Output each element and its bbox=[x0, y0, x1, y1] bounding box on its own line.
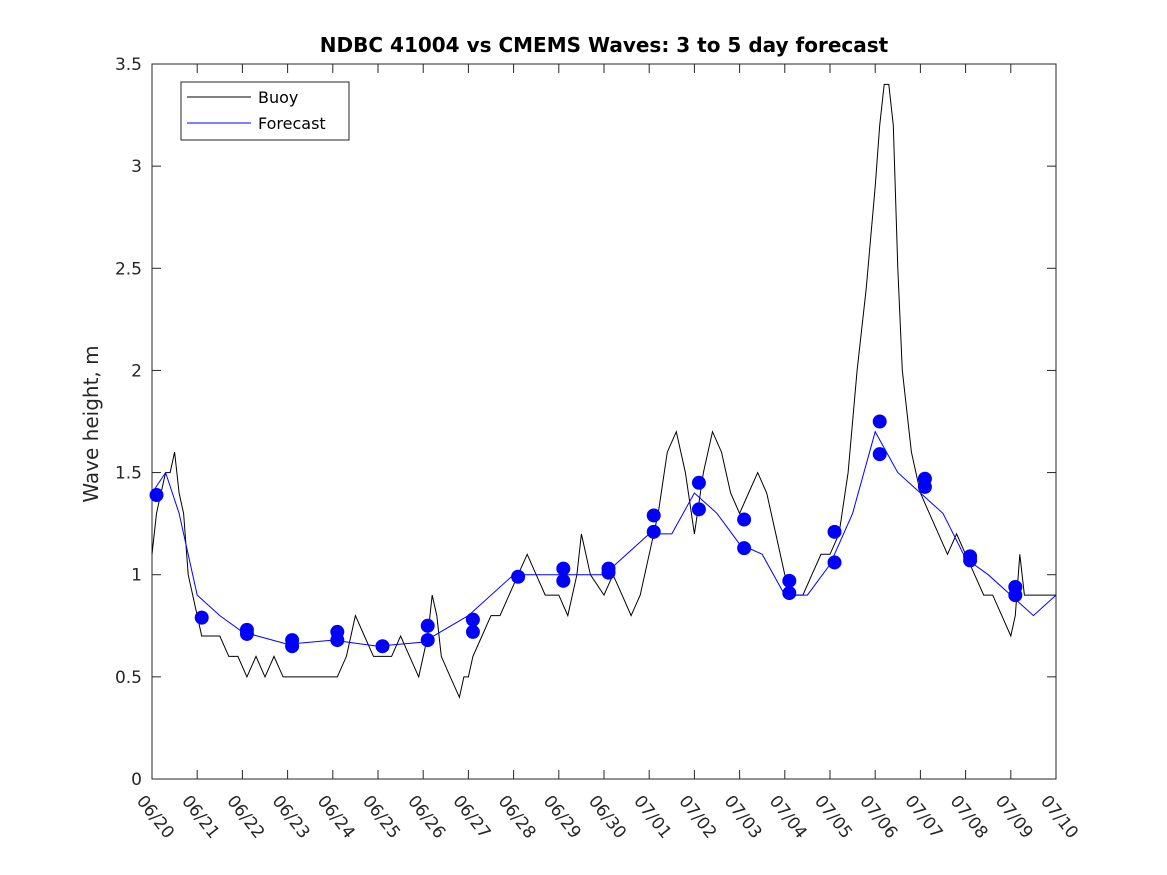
forecast-marker bbox=[691, 475, 706, 490]
forecast-marker bbox=[782, 586, 797, 601]
y-axis-title: Wave height, m bbox=[79, 345, 103, 502]
buoy-series bbox=[151, 83, 1056, 699]
y-tick-label: 1 bbox=[131, 566, 142, 586]
forecast-marker bbox=[465, 624, 480, 639]
y-tick-label: 0 bbox=[131, 770, 142, 790]
legend-buoy-label: Buoy bbox=[258, 88, 298, 107]
y-tick-label: 3.5 bbox=[115, 55, 142, 75]
forecast-marker bbox=[691, 502, 706, 517]
forecast-marker bbox=[285, 639, 300, 654]
forecast-marker bbox=[646, 508, 661, 523]
chart-title: NDBC 41004 vs CMEMS Waves: 3 to 5 day fo… bbox=[320, 33, 889, 57]
forecast-marker bbox=[330, 633, 345, 648]
forecast-marker bbox=[465, 612, 480, 627]
y-axis: 0 0.5 1 1.5 2 2.5 3 3.5 bbox=[115, 55, 1056, 790]
y-tick-label: 0.5 bbox=[115, 668, 142, 688]
forecast-marker bbox=[420, 633, 435, 648]
forecast-marker bbox=[782, 573, 797, 588]
forecast-marker bbox=[917, 479, 932, 494]
forecast-marker bbox=[737, 541, 752, 556]
forecast-marker bbox=[1008, 588, 1023, 603]
forecast-marker bbox=[646, 524, 661, 539]
forecast-marker bbox=[737, 512, 752, 527]
y-tick-label: 3 bbox=[131, 157, 142, 177]
forecast-line bbox=[151, 430, 1057, 647]
forecast-marker bbox=[963, 553, 978, 568]
forecast-marker bbox=[511, 569, 526, 584]
forecast-series bbox=[151, 430, 1057, 647]
forecast-marker bbox=[556, 561, 571, 576]
buoy-line bbox=[151, 83, 1056, 699]
legend-box bbox=[180, 81, 350, 141]
y-tick-label: 2 bbox=[131, 361, 142, 381]
forecast-marker bbox=[149, 488, 164, 503]
legend: Buoy Forecast bbox=[180, 81, 350, 141]
forecast-markers bbox=[149, 414, 1023, 654]
forecast-marker bbox=[239, 626, 254, 641]
forecast-marker bbox=[556, 573, 571, 588]
forecast-marker bbox=[872, 414, 887, 429]
forecast-marker bbox=[194, 610, 209, 625]
forecast-marker bbox=[375, 639, 390, 654]
forecast-marker bbox=[827, 555, 842, 570]
forecast-marker bbox=[872, 447, 887, 462]
y-tick-label: 1.5 bbox=[115, 464, 142, 484]
forecast-marker bbox=[601, 565, 616, 580]
legend-forecast-label: Forecast bbox=[258, 114, 326, 133]
y-tick-label: 2.5 bbox=[115, 259, 142, 279]
forecast-marker bbox=[420, 618, 435, 633]
forecast-marker bbox=[827, 524, 842, 539]
